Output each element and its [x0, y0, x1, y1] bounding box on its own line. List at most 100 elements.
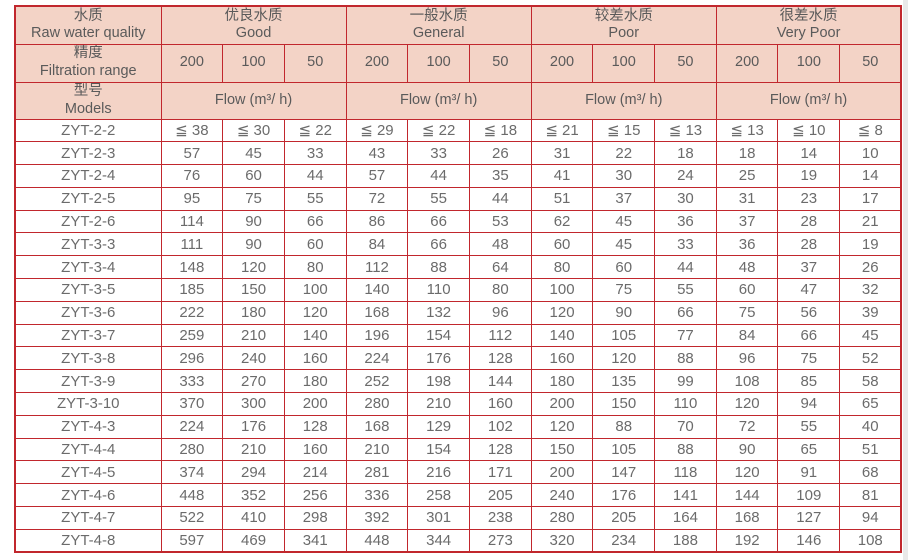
table-row: ZYT-4-6 448 352 256 336 258 205 240 176 141 144 109… — [14, 483, 902, 508]
flow-value-cell: 298 — [283, 506, 347, 530]
flow-value-cell: 180 — [222, 300, 285, 325]
table-row: ZYT-4-5 374 294 214 281 216 171 200 147 118 120 91 6… — [14, 460, 902, 485]
flow-value-cell: 40 — [839, 414, 902, 439]
flow-value-cell: 75 — [592, 278, 656, 302]
flow-value-cell: 44 — [654, 255, 717, 280]
flow-value-cell: 100 — [530, 278, 594, 302]
flow-value-cell: 448 — [345, 528, 409, 553]
flow-value-cell: 84 — [345, 232, 409, 257]
flow-value-cell: 17 — [839, 186, 902, 211]
flow-value-cell: 25 — [715, 164, 779, 188]
flow-value-cell: 85 — [777, 369, 841, 394]
models-label-en: Models — [64, 100, 112, 117]
flow-value-cell: 57 — [345, 164, 409, 188]
flow-value-cell: ≦ 38 — [160, 118, 224, 143]
flow-value-cell: 210 — [407, 392, 470, 416]
flow-value-cell: 256 — [283, 483, 347, 508]
raw-water-quality-label-zh: 水质 — [73, 7, 103, 24]
flow-value-cell: 52 — [839, 346, 902, 371]
flow-value-cell: 352 — [222, 483, 285, 508]
model-cell: ZYT-3-8 — [14, 346, 162, 371]
quality-group-header-general: 一般水质 General — [345, 5, 532, 45]
flow-value-cell: ≦ 21 — [530, 118, 594, 143]
flow-value-cell: 301 — [407, 506, 470, 530]
quality-group-label-en: Poor — [608, 25, 640, 42]
model-cell: ZYT-4-7 — [14, 506, 162, 530]
filtration-range-label-en: Filtration range — [39, 63, 137, 79]
flow-value-cell: 28 — [777, 232, 841, 257]
flow-value-cell: ≦ 22 — [407, 118, 470, 143]
filtration-value-cell: 50 — [468, 43, 532, 83]
flow-value-cell: 37 — [715, 209, 779, 234]
flow-value-cell: 99 — [654, 369, 717, 394]
model-cell: ZYT-2-2 — [14, 118, 162, 143]
flow-value-cell: 66 — [407, 232, 470, 257]
model-cell: ZYT-2-4 — [14, 164, 162, 188]
flow-value-cell: 36 — [654, 209, 717, 234]
flow-value-cell: 210 — [345, 437, 409, 462]
flow-value-cell: 147 — [592, 460, 656, 485]
flow-value-cell: 273 — [468, 528, 532, 553]
models-header-row: 型号 Models Flow (m³/ h) Flow (m³/ h) Flow (… — [14, 81, 902, 120]
raw-water-quality-label-en: Raw water quality — [31, 25, 146, 42]
flow-value-cell: 37 — [777, 255, 841, 280]
flow-value-cell: 45 — [222, 141, 285, 166]
flow-value-cell: 21 — [839, 209, 902, 234]
table-row: ZYT-3-10 370 300 200 280 210 160 200 150 110 120 94… — [14, 392, 902, 416]
flow-value-cell: 252 — [345, 369, 409, 394]
flow-value-cell: 60 — [530, 232, 594, 257]
flow-value-cell: 90 — [222, 232, 285, 257]
flow-value-cell: 84 — [715, 323, 779, 348]
quality-group-label-en: General — [412, 25, 465, 42]
flow-value-cell: 90 — [592, 300, 656, 325]
quality-group-label-zh: 很差水质 — [779, 7, 838, 24]
flow-value-cell: 200 — [283, 392, 347, 416]
flow-value-cell: 14 — [777, 141, 841, 166]
flow-value-cell: 140 — [283, 323, 347, 348]
flow-value-cell: 110 — [407, 278, 470, 302]
flow-value-cell: 18 — [715, 141, 779, 166]
flow-value-cell: 80 — [530, 255, 594, 280]
filtration-value-cell: 50 — [654, 43, 717, 83]
flow-value-cell: 224 — [160, 414, 224, 439]
flow-value-cell: 214 — [283, 460, 347, 485]
flow-value-cell: 188 — [654, 528, 717, 553]
table-row: ZYT-3-9 333 270 180 252 198 144 180 135 99 108 85 58 — [14, 369, 902, 394]
flow-value-cell: 240 — [530, 483, 594, 508]
flow-value-cell: 216 — [407, 460, 470, 485]
filtration-range-label-zh: 精度 — [73, 45, 103, 62]
flow-value-cell: 60 — [222, 164, 285, 188]
quality-group-header-good: 优良水质 Good — [160, 5, 347, 45]
flow-value-cell: 120 — [530, 414, 594, 439]
flow-value-cell: 60 — [283, 232, 347, 257]
flow-value-cell: ≦ 13 — [654, 118, 717, 143]
flow-value-cell: 150 — [222, 278, 285, 302]
flow-value-cell: 94 — [839, 506, 902, 530]
flow-value-cell: 44 — [407, 164, 470, 188]
flow-value-cell: 171 — [468, 460, 532, 485]
flow-value-cell: 66 — [777, 323, 841, 348]
flow-value-cell: 23 — [777, 186, 841, 211]
flow-value-cell: 210 — [222, 437, 285, 462]
flow-value-cell: 222 — [160, 300, 224, 325]
flow-value-cell: 65 — [839, 392, 902, 416]
flow-header-cell: Flow (m³/ h) — [160, 81, 347, 120]
flow-value-cell: 66 — [654, 300, 717, 325]
flow-value-cell: 120 — [222, 255, 285, 280]
flow-value-cell: 270 — [222, 369, 285, 394]
flow-value-cell: 160 — [468, 392, 532, 416]
filtration-value-cell: 100 — [407, 43, 470, 83]
flow-value-cell: 33 — [283, 141, 347, 166]
raw-water-quality-header: 水质 Raw water quality — [14, 5, 162, 45]
flow-value-cell: 198 — [407, 369, 470, 394]
model-cell: ZYT-2-6 — [14, 209, 162, 234]
flow-value-cell: ≦ 22 — [283, 118, 347, 143]
flow-value-cell: 154 — [407, 437, 470, 462]
flow-value-cell: 108 — [839, 528, 902, 553]
flow-value-cell: 31 — [715, 186, 779, 211]
flow-value-cell: 44 — [283, 164, 347, 188]
flow-value-cell: 56 — [777, 300, 841, 325]
flow-value-cell: 522 — [160, 506, 224, 530]
flow-value-cell: 370 — [160, 392, 224, 416]
flow-value-cell: 37 — [592, 186, 656, 211]
